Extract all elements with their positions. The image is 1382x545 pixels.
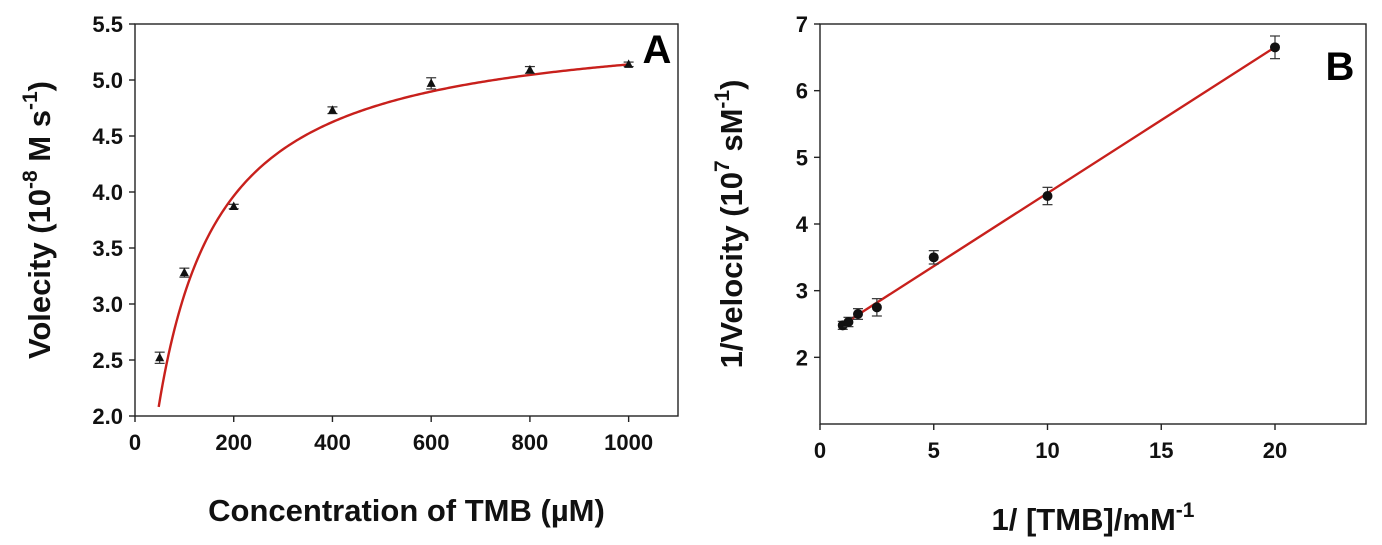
data-point (229, 201, 239, 211)
plot-frame (134, 23, 679, 417)
data-point (179, 267, 189, 277)
y-tick-label: 3 (796, 279, 808, 304)
x-tick-label: 600 (413, 430, 450, 455)
panel-label: A (643, 28, 672, 72)
data-point (155, 352, 165, 362)
x-tick-label: 10 (1035, 438, 1059, 463)
data-point (1270, 42, 1280, 53)
x-tick-label: 20 (1263, 438, 1287, 463)
y-tick-label: 4 (796, 212, 809, 237)
data-point (426, 78, 436, 87)
y-tick-label: 4.0 (92, 180, 123, 205)
x-tick-label: 1000 (604, 430, 653, 455)
fit-curve (842, 46, 1276, 326)
x-tick-label: 5 (928, 438, 940, 463)
y-tick-label: 2.5 (92, 348, 123, 373)
y-tick-label: 7 (796, 12, 808, 37)
x-tick-label: 800 (512, 430, 549, 455)
y-tick-label: 5.5 (92, 12, 123, 37)
data-point (327, 105, 337, 114)
panel-b-chart: 0 5 10 15 20 2 3 4 5 6 7 B 1/ [TMB]/mM-1 1/Velocity (… (711, 12, 1367, 537)
plot-frame (819, 23, 1367, 425)
y-tick-label: 3.0 (92, 292, 123, 317)
y-tick-label: 6 (796, 79, 808, 104)
x-tick-label: 200 (215, 430, 252, 455)
data-point (852, 309, 863, 319)
data-point (928, 252, 939, 263)
y-tick-label: 2 (796, 345, 808, 370)
y-axis-label: 1/Velocity (107 sM-1) (711, 80, 749, 369)
x-tick-label: 15 (1149, 438, 1173, 463)
x-axis-label: 1/ [TMB]/mM-1 (992, 499, 1195, 537)
fit-curve (157, 63, 629, 408)
data-point (525, 64, 535, 74)
x-tick-label: 0 (814, 438, 826, 463)
x-tick-label: 0 (129, 430, 141, 455)
x-axis-label: Concentration of TMB (µM) (208, 493, 605, 528)
y-tick-label: 5.0 (92, 68, 123, 93)
data-point (871, 302, 882, 313)
y-axis-label: Volecity (10-8 M s-1) (19, 81, 57, 359)
data-point (624, 59, 634, 68)
y-tick-label: 4.5 (92, 124, 123, 149)
data-point (1042, 191, 1053, 201)
panel-label: B (1326, 45, 1355, 89)
panel-a-chart: 0 200 400 600 800 1000 2.0 2.5 3.0 3.5 4.0 4.5 5.0 5.… (19, 12, 679, 528)
y-tick-label: 5 (796, 145, 808, 170)
x-tick-label: 400 (314, 430, 351, 455)
data-point (843, 317, 854, 327)
y-tick-label: 3.5 (92, 236, 123, 261)
y-tick-label: 2.0 (92, 404, 123, 429)
